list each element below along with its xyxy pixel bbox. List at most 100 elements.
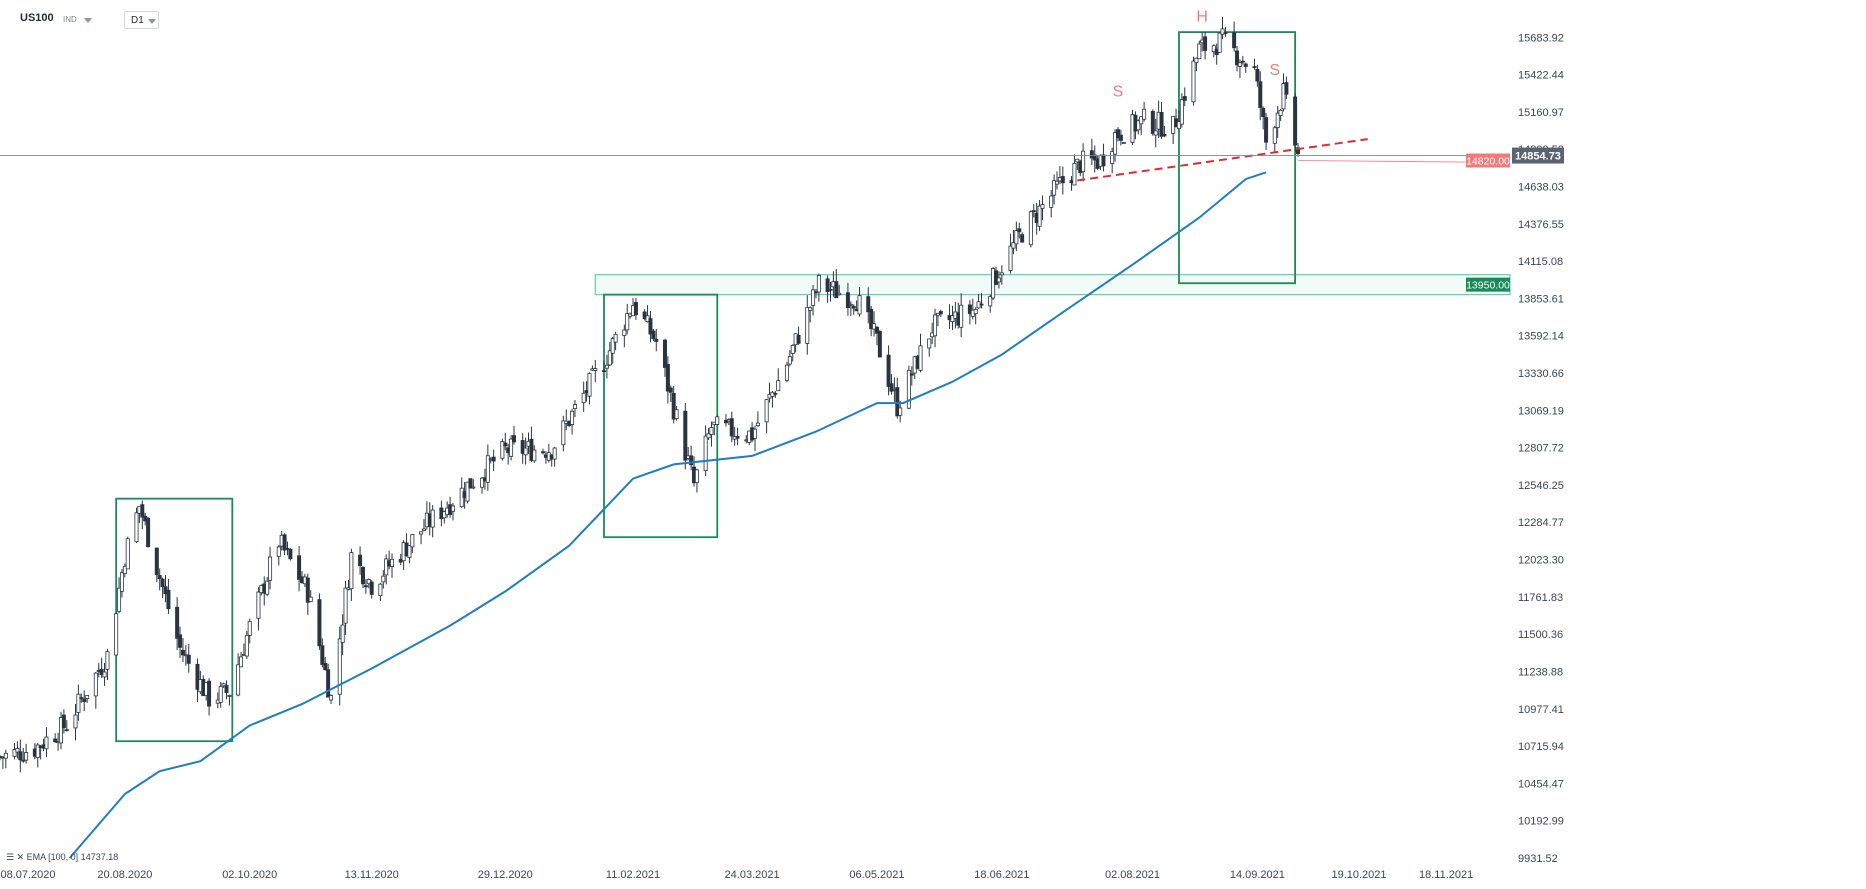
candle bbox=[1159, 101, 1164, 139]
candle bbox=[1072, 154, 1077, 186]
candle bbox=[384, 554, 389, 585]
candle bbox=[662, 338, 667, 377]
candle-body bbox=[224, 685, 229, 694]
candle-body bbox=[561, 420, 566, 446]
y-tick-label: 11761.83 bbox=[1518, 592, 1563, 604]
chevron-down-icon[interactable] bbox=[84, 18, 92, 23]
candle bbox=[967, 300, 972, 325]
candle bbox=[430, 505, 435, 538]
candle bbox=[979, 293, 984, 309]
candle bbox=[668, 385, 673, 402]
candle-body bbox=[360, 567, 365, 585]
candle-body bbox=[105, 651, 110, 670]
candle-body bbox=[668, 387, 673, 393]
candle-body bbox=[468, 478, 473, 489]
y-tick-label: 12284.77 bbox=[1518, 517, 1564, 529]
candle-body bbox=[1252, 66, 1257, 68]
candle-body bbox=[729, 418, 734, 437]
candle bbox=[76, 684, 81, 721]
symbol-type-label: IND bbox=[63, 15, 77, 24]
candle bbox=[244, 630, 249, 660]
candle-body bbox=[866, 296, 871, 313]
candle bbox=[93, 671, 98, 709]
candle bbox=[735, 427, 740, 446]
candle-body bbox=[753, 428, 758, 439]
candle-body bbox=[889, 383, 894, 392]
candle bbox=[851, 304, 856, 315]
symbol-name[interactable]: US100 bbox=[20, 12, 54, 24]
candle bbox=[53, 733, 58, 743]
candle-body bbox=[1017, 228, 1022, 233]
candle-body bbox=[1176, 121, 1181, 130]
candle-body bbox=[848, 303, 853, 306]
candle bbox=[134, 507, 139, 544]
candle-body bbox=[509, 438, 514, 457]
candle-body bbox=[369, 581, 374, 595]
menu-icon[interactable]: ☰ bbox=[6, 852, 15, 862]
candle bbox=[976, 294, 981, 309]
candle bbox=[729, 411, 734, 443]
candle-body bbox=[407, 545, 412, 558]
candle bbox=[239, 651, 244, 668]
candle-body bbox=[851, 305, 856, 309]
candle-body bbox=[973, 308, 978, 315]
candle-body bbox=[1261, 108, 1266, 118]
candle bbox=[317, 593, 322, 650]
candle-body bbox=[996, 277, 1001, 283]
candle-body bbox=[207, 680, 212, 707]
timeframe-select[interactable]: D1 bbox=[124, 11, 159, 29]
candle bbox=[808, 306, 813, 323]
candle-body bbox=[1139, 116, 1144, 125]
candle bbox=[1281, 73, 1286, 112]
candle bbox=[906, 365, 911, 410]
candle-body bbox=[1203, 36, 1208, 51]
candle bbox=[552, 447, 557, 467]
candle bbox=[227, 694, 232, 706]
y-tick-label: 14376.55 bbox=[1518, 219, 1564, 231]
candle bbox=[1142, 101, 1147, 122]
close-icon[interactable]: ✕ bbox=[16, 852, 25, 862]
candle bbox=[320, 638, 325, 668]
candle bbox=[773, 390, 778, 398]
candle bbox=[35, 743, 40, 768]
candle-body bbox=[1272, 127, 1277, 144]
x-tick-label: 08.07.2020 bbox=[0, 869, 55, 881]
candle-body bbox=[694, 469, 699, 483]
candle bbox=[825, 275, 830, 303]
candle bbox=[674, 406, 679, 421]
candle-body bbox=[349, 552, 354, 590]
candle bbox=[480, 476, 485, 494]
candle bbox=[503, 432, 508, 451]
y-tick-label: 12546.25 bbox=[1518, 480, 1564, 492]
candle-body bbox=[602, 370, 607, 373]
indicator-legend[interactable]: ☰ ✕ EMA [100, 0] 14737.18 bbox=[6, 852, 118, 863]
candle-body bbox=[898, 407, 903, 416]
candle bbox=[122, 563, 127, 578]
candle bbox=[959, 293, 964, 338]
candle-body bbox=[140, 504, 145, 518]
candle bbox=[511, 425, 516, 445]
candle-body bbox=[1159, 112, 1164, 137]
candle bbox=[178, 626, 183, 659]
candle bbox=[268, 546, 273, 590]
candle-body bbox=[1101, 154, 1106, 167]
candle-body bbox=[308, 596, 313, 602]
x-tick-label: 02.10.2020 bbox=[222, 869, 277, 881]
y-tick-label: 15683.92 bbox=[1518, 32, 1564, 44]
candle-body bbox=[593, 368, 598, 371]
candle-body bbox=[825, 278, 830, 293]
candle-body bbox=[146, 517, 151, 548]
candle-body bbox=[465, 481, 470, 502]
candle bbox=[485, 444, 490, 491]
pending-level-label: 14820.00 bbox=[1466, 156, 1510, 168]
candle bbox=[764, 398, 769, 434]
candle-body bbox=[256, 591, 261, 619]
candle-body bbox=[648, 318, 653, 335]
candle bbox=[784, 361, 789, 383]
candle bbox=[694, 468, 699, 493]
candle-body bbox=[117, 587, 122, 612]
candle-body bbox=[1235, 50, 1240, 66]
candle-body bbox=[909, 373, 914, 376]
candle bbox=[665, 356, 670, 404]
